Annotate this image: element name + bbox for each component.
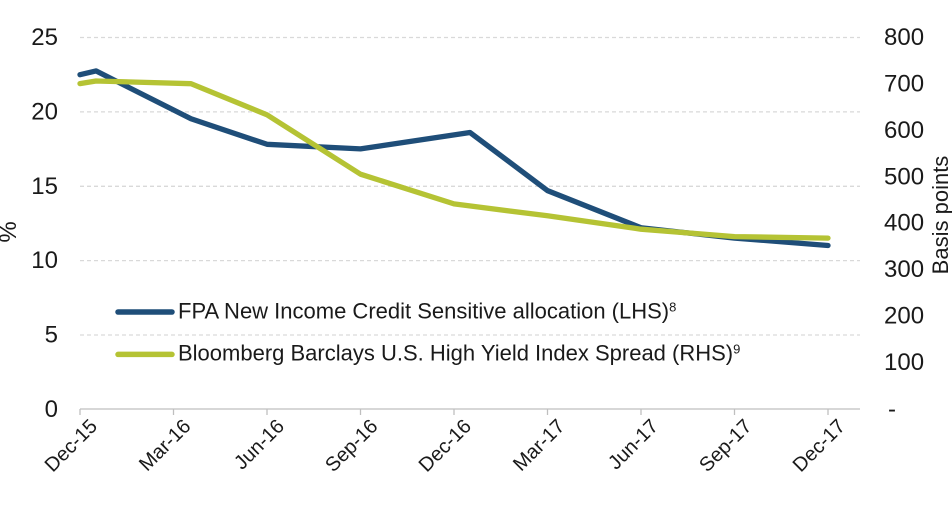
svg-text:100: 100 xyxy=(884,349,924,376)
svg-text:Dec-17: Dec-17 xyxy=(789,415,850,476)
svg-text:700: 700 xyxy=(884,70,924,97)
svg-text:500: 500 xyxy=(884,163,924,190)
svg-text:FPA New Income Credit Sensitiv: FPA New Income Credit Sensitive allocati… xyxy=(178,299,676,324)
svg-text:-: - xyxy=(888,396,896,423)
svg-text:15: 15 xyxy=(31,173,58,200)
svg-text:20: 20 xyxy=(31,99,58,126)
svg-text:Sep-16: Sep-16 xyxy=(321,415,382,476)
svg-text:Bloomberg Barclays U.S. High Y: Bloomberg Barclays U.S. High Yield Index… xyxy=(178,341,740,366)
svg-text:800: 800 xyxy=(884,24,924,51)
svg-text:10: 10 xyxy=(31,247,58,274)
svg-text:Mar-16: Mar-16 xyxy=(135,415,195,475)
svg-text:400: 400 xyxy=(884,210,924,237)
svg-text:Jun-17: Jun-17 xyxy=(604,415,663,474)
svg-text:Dec-15: Dec-15 xyxy=(41,415,102,476)
svg-text:Sep-17: Sep-17 xyxy=(695,415,756,476)
svg-text:%: % xyxy=(0,221,22,242)
svg-text:Jun-16: Jun-16 xyxy=(230,415,289,474)
svg-text:200: 200 xyxy=(884,303,924,330)
svg-text:300: 300 xyxy=(884,256,924,283)
svg-text:0: 0 xyxy=(45,396,58,423)
svg-text:5: 5 xyxy=(45,322,58,349)
svg-text:600: 600 xyxy=(884,117,924,144)
svg-text:Mar-17: Mar-17 xyxy=(509,415,569,475)
svg-text:25: 25 xyxy=(31,24,58,51)
svg-text:Dec-16: Dec-16 xyxy=(415,415,476,476)
svg-text:Basis points: Basis points xyxy=(928,156,952,275)
